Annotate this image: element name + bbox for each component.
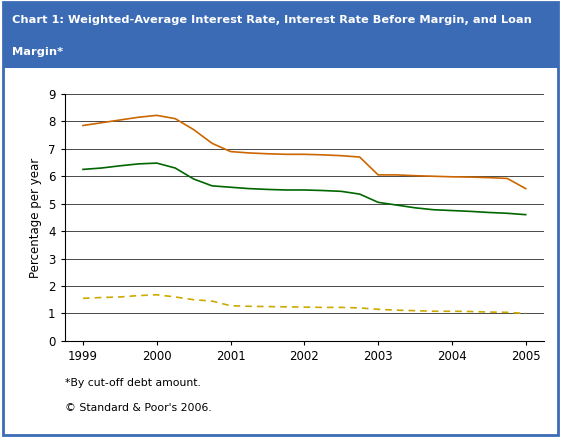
- Legend: Interest rate (incl. margin), Interest rate (excl. margin), Margin: Interest rate (incl. margin), Interest r…: [88, 41, 502, 59]
- Text: © Standard & Poor's 2006.: © Standard & Poor's 2006.: [65, 403, 211, 413]
- Text: *By cut-off debt amount.: *By cut-off debt amount.: [65, 378, 200, 388]
- Y-axis label: Percentage per year: Percentage per year: [29, 157, 43, 277]
- Text: Margin*: Margin*: [12, 47, 63, 57]
- Text: Chart 1: Weighted-Average Interest Rate, Interest Rate Before Margin, and Loan: Chart 1: Weighted-Average Interest Rate,…: [12, 15, 532, 25]
